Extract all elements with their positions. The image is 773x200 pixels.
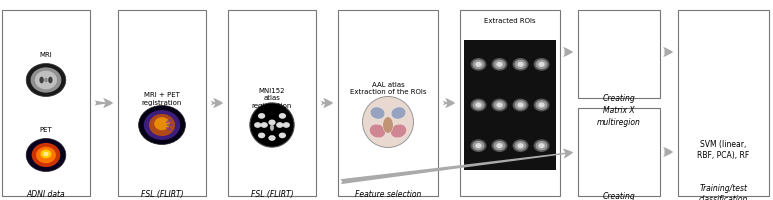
Bar [2,10,90,196]
Bar [678,10,769,196]
Ellipse shape [517,62,523,67]
Text: Feature selection: Feature selection [355,190,421,199]
Ellipse shape [472,60,485,69]
Ellipse shape [512,139,529,152]
Text: AAL atlas
Extraction of the ROIs: AAL atlas Extraction of the ROIs [349,82,426,96]
Ellipse shape [283,122,290,128]
Ellipse shape [370,107,385,119]
Ellipse shape [268,120,276,125]
Ellipse shape [44,78,48,82]
Ellipse shape [250,103,294,147]
Ellipse shape [270,124,274,131]
Ellipse shape [390,124,407,138]
Ellipse shape [515,60,526,69]
Text: Creating
Matrix X
multiregion: Creating Matrix X multiregion [597,94,641,127]
Ellipse shape [493,60,506,69]
Ellipse shape [538,62,545,67]
Ellipse shape [492,139,508,152]
Ellipse shape [363,97,414,148]
Ellipse shape [492,58,508,71]
Ellipse shape [517,143,523,148]
Ellipse shape [261,122,267,128]
Bar [118,10,206,196]
Text: Creating
Matrix X
whole-brain: Creating Matrix X whole-brain [597,192,642,200]
Ellipse shape [40,150,52,158]
Ellipse shape [32,143,60,167]
Ellipse shape [515,141,526,150]
Ellipse shape [166,124,173,126]
Bar [338,10,438,196]
Ellipse shape [149,114,175,136]
Ellipse shape [166,119,172,123]
Text: MNI152
atlas
registration: MNI152 atlas registration [252,88,292,109]
Ellipse shape [383,117,393,133]
Ellipse shape [512,58,529,71]
Ellipse shape [493,100,506,110]
Text: Training/test
classification: Training/test classification [699,184,748,200]
Ellipse shape [369,124,386,138]
Text: Extracted ROIs: Extracted ROIs [484,18,536,24]
Bar [464,40,556,170]
Ellipse shape [48,77,53,83]
Ellipse shape [26,64,66,97]
Ellipse shape [512,99,529,111]
Ellipse shape [536,60,547,69]
Ellipse shape [268,135,276,141]
Ellipse shape [533,58,550,71]
Ellipse shape [492,99,508,111]
Ellipse shape [533,139,550,152]
Ellipse shape [533,99,550,111]
Ellipse shape [154,117,170,130]
Ellipse shape [31,67,61,93]
Ellipse shape [258,133,265,138]
Ellipse shape [144,110,180,140]
Text: SVM (linear,
RBF, PCA), RF: SVM (linear, RBF, PCA), RF [697,140,750,160]
Ellipse shape [276,122,284,128]
Ellipse shape [258,113,265,119]
Ellipse shape [496,62,502,67]
Ellipse shape [254,122,261,128]
Ellipse shape [475,62,482,67]
Ellipse shape [538,102,545,108]
Bar [578,10,660,98]
Bar [228,10,316,196]
Ellipse shape [138,106,186,144]
Bar [460,10,560,196]
Text: PET: PET [39,127,53,133]
Ellipse shape [39,77,44,83]
Ellipse shape [391,107,406,119]
Ellipse shape [472,141,485,150]
Ellipse shape [36,147,56,163]
Text: MRI + PET
registration: MRI + PET registration [141,92,182,106]
Ellipse shape [279,113,286,119]
Text: FSL (FLIRT): FSL (FLIRT) [141,190,183,199]
Ellipse shape [538,143,545,148]
Ellipse shape [471,58,486,71]
Ellipse shape [26,138,66,171]
Ellipse shape [471,139,486,152]
Ellipse shape [536,141,547,150]
Ellipse shape [475,102,482,108]
Text: MRI: MRI [39,52,53,58]
Text: FSL (FLIRT): FSL (FLIRT) [250,190,293,199]
Ellipse shape [536,100,547,110]
Ellipse shape [471,99,486,111]
Ellipse shape [496,102,502,108]
Ellipse shape [517,102,523,108]
Ellipse shape [35,71,57,89]
Ellipse shape [166,127,172,131]
Ellipse shape [472,100,485,110]
Ellipse shape [493,141,506,150]
Ellipse shape [475,143,482,148]
Ellipse shape [279,133,286,138]
Text: ADNI data: ADNI data [27,190,65,199]
Ellipse shape [43,152,49,156]
Ellipse shape [515,100,526,110]
Ellipse shape [496,143,502,148]
Bar [578,108,660,196]
